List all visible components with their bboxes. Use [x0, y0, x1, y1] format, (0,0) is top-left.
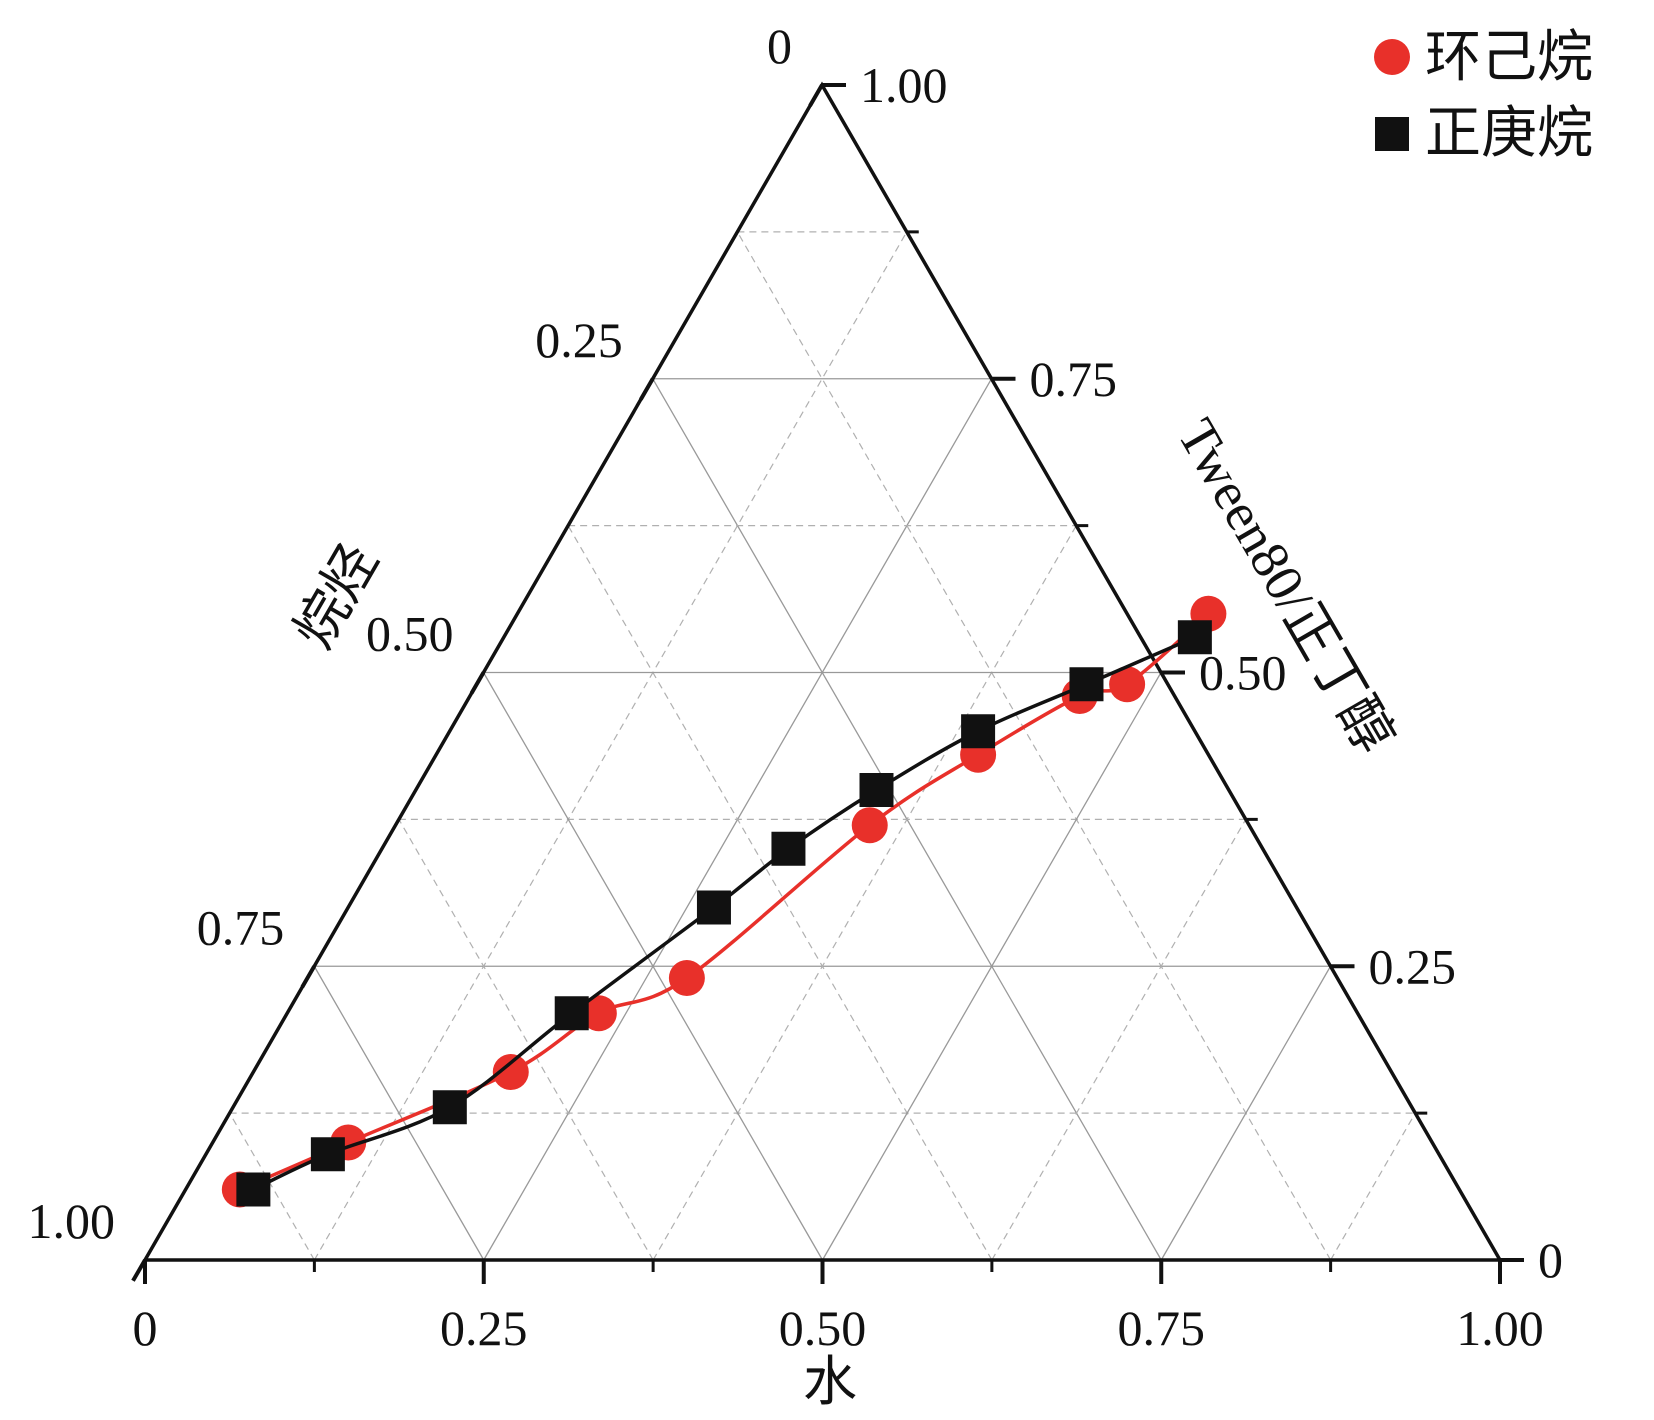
grid-line-alkane [229, 1112, 315, 1261]
grid-line-water [1160, 965, 1332, 1261]
series-line [252, 635, 1196, 1192]
data-point-circle [580, 995, 617, 1032]
data-point-circle [851, 807, 888, 844]
data-point-square [859, 773, 894, 807]
alkane-axis-tick [131, 1258, 147, 1282]
data-point-square [696, 890, 731, 925]
grid-line-alkane [313, 965, 485, 1261]
surfactant-tick-label: 0 [1538, 1232, 1563, 1288]
alkane-axis-tick [300, 965, 316, 989]
water-tick-label: 0.75 [1118, 1300, 1206, 1356]
grid-line-water [1330, 1112, 1416, 1261]
alkane-axis-tick [391, 818, 401, 831]
water-tick-label: 0.50 [779, 1300, 867, 1356]
data-series [221, 595, 1227, 1208]
water-axis-title: 水 [803, 1352, 857, 1412]
grid-line-alkane [567, 525, 993, 1261]
alkane-tick-label: 0.75 [197, 899, 285, 955]
grid-line-water [313, 231, 908, 1261]
grid-line-water [991, 819, 1247, 1261]
water-tick-label: 1.00 [1456, 1300, 1544, 1356]
data-point-square [961, 714, 996, 749]
alkane-tick-label: 0.50 [366, 606, 454, 662]
surfactant-tick-label: 0.75 [1030, 351, 1118, 407]
alkane-axis-tick [222, 1112, 231, 1125]
alkane-tick-label: 1.00 [28, 1193, 116, 1249]
surfactant-axis-title: Tween80/正丁醇 [1166, 409, 1405, 763]
grid-line-alkane [736, 231, 1332, 1261]
grid-line-alkane [398, 819, 654, 1261]
alkane-axis-tick [469, 671, 486, 695]
alkane-axis-tick [560, 524, 570, 537]
alkane-axis-tick [639, 377, 655, 401]
grid-line-alkane [482, 672, 824, 1261]
data-point-square [432, 1090, 467, 1125]
alkane-tick-label: 0 [767, 18, 792, 74]
alkane-axis-tick [808, 83, 824, 107]
legend-marker-square [1375, 117, 1409, 151]
data-point-square [771, 831, 806, 866]
data-point-square [1069, 667, 1104, 702]
legend-circle-marker [1374, 39, 1410, 75]
data-point-square [1177, 620, 1212, 655]
data-point-square [236, 1172, 271, 1207]
data-point-square [310, 1137, 345, 1172]
surfactant-tick-label: 0.25 [1369, 938, 1457, 994]
legend: 环己烷 正庚烷 [1374, 27, 1593, 165]
data-point-circle [668, 960, 705, 996]
legend-label-heptane: 正庚烷 [1425, 103, 1593, 165]
data-point-circle [1109, 666, 1146, 703]
legend-label-cyclohexane: 环己烷 [1425, 27, 1593, 89]
surfactant-tick-label: 1.00 [860, 57, 948, 113]
tick-labels: 0 0 0 0.25 0.25 0.25 0.50 0.50 0.50 0.75 0.75 0.75 1… [28, 18, 1564, 1356]
grid-line-water [821, 672, 1162, 1261]
grid-line-water [652, 525, 1077, 1261]
legend-square-marker [1375, 117, 1409, 151]
surfactant-tick-label: 0.50 [1199, 645, 1287, 701]
water-tick-label: 0.25 [440, 1300, 528, 1356]
water-tick-label: 0 [133, 1300, 158, 1356]
grid-lines [229, 231, 1416, 1261]
series-heptane [236, 620, 1212, 1207]
alkane-tick-label: 0.25 [535, 312, 623, 368]
axis-ticks [131, 83, 1524, 1284]
legend-marker-circle [1374, 39, 1410, 75]
alkane-axis-tick [730, 231, 739, 244]
data-point-circle [492, 1054, 529, 1090]
data-point-square [554, 996, 589, 1031]
